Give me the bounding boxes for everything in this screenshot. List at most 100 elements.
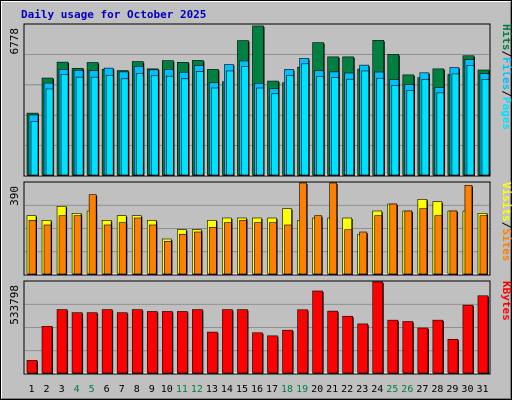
bar-pages-day-27 [421, 79, 430, 176]
bar-pages-day-6 [105, 74, 114, 176]
right-label-part: / [500, 222, 512, 229]
right-label-part: Hits [500, 24, 512, 51]
bar-pages-day-19 [301, 63, 309, 176]
panel-visits-sites: 390 Visits/Sites [8, 181, 512, 276]
bar-kbytes-day-24 [372, 281, 384, 374]
bar-pages-day-9 [150, 75, 159, 176]
right-label-part: Sites [500, 228, 512, 261]
bar-sites-day-24 [374, 215, 383, 275]
x-tick-day-28: 28 [431, 384, 443, 395]
bar-pages-day-26 [406, 90, 415, 176]
x-tick-day-30: 30 [461, 384, 473, 395]
bar-kbytes-day-23 [357, 323, 369, 374]
bar-kbytes-day-15 [237, 309, 248, 374]
bar-sites-day-10 [163, 241, 172, 275]
bar-pages-day-14 [226, 70, 234, 176]
x-tick-day-26: 26 [401, 384, 413, 395]
x-tick-day-24: 24 [371, 384, 383, 395]
bar-kbytes-day-22 [342, 315, 353, 374]
bar-sites-day-26 [404, 210, 413, 275]
x-tick-day-29: 29 [446, 384, 458, 395]
bar-sites-day-23 [359, 231, 368, 275]
bar-sites-day-31 [479, 215, 488, 275]
x-tick-day-6: 6 [104, 384, 110, 395]
x-tick-day-12: 12 [191, 384, 203, 395]
bar-pages-day-16 [256, 87, 264, 176]
y-axis-max-label: 6778 [8, 28, 21, 55]
bar-pages-day-15 [241, 66, 249, 176]
right-series-label: Hits/Files/Pages [500, 24, 512, 130]
bar-sites-day-3 [58, 215, 67, 275]
bar-kbytes-day-8 [131, 309, 143, 374]
bar-pages-day-29 [451, 73, 460, 176]
x-tick-day-13: 13 [206, 384, 218, 395]
bar-pages-day-1 [30, 121, 39, 176]
x-tick-day-17: 17 [266, 384, 278, 395]
bar-sites-day-21 [329, 182, 337, 275]
bar-sites-day-15 [239, 220, 247, 275]
bar-kbytes-day-10 [161, 311, 173, 374]
bar-sites-day-19 [299, 182, 307, 275]
right-label-part: / [500, 90, 512, 97]
bar-pages-day-3 [60, 74, 69, 176]
bar-kbytes-day-28 [432, 319, 444, 374]
x-tick-day-21: 21 [326, 384, 338, 395]
bar-pages-day-24 [376, 77, 385, 176]
bar-kbytes-day-18 [282, 329, 293, 374]
right-series-label: Visits/Sites [500, 182, 512, 262]
x-tick-day-3: 3 [59, 384, 65, 395]
bar-kbytes-day-3 [56, 309, 68, 374]
panel-kbytes: 533798 KBytes [8, 280, 512, 375]
bar-sites-day-13 [209, 227, 217, 275]
bar-pages-day-13 [211, 87, 219, 176]
bar-sites-day-22 [344, 229, 352, 275]
x-tick-day-27: 27 [416, 384, 428, 395]
bar-kbytes-day-4 [71, 312, 83, 374]
bar-sites-day-27 [419, 208, 428, 275]
bar-sites-day-6 [103, 224, 112, 275]
bar-pages-day-21 [331, 77, 339, 176]
panel-hits-files-pages: 6778 Hits/Files/Pages [8, 23, 512, 177]
x-tick-day-7: 7 [119, 384, 125, 395]
x-tick-day-11: 11 [176, 384, 188, 395]
bar-kbytes-day-25 [387, 319, 399, 374]
x-tick-day-25: 25 [386, 384, 398, 395]
bar-kbytes-day-9 [146, 311, 158, 374]
right-label-part: Pages [500, 97, 512, 130]
y-axis-max-label: 533798 [8, 285, 21, 325]
right-series-label: KBytes [500, 281, 512, 321]
bar-kbytes-day-11 [177, 311, 188, 374]
x-tick-day-14: 14 [221, 384, 233, 395]
x-tick-day-16: 16 [251, 384, 263, 395]
bar-pages-day-8 [135, 73, 144, 176]
bar-kbytes-day-12 [192, 309, 203, 374]
bar-sites-day-14 [224, 222, 232, 275]
bar-kbytes-day-16 [252, 332, 263, 374]
bar-kbytes-day-17 [267, 335, 278, 374]
right-label-part: KBytes [500, 281, 512, 321]
bar-pages-day-23 [361, 70, 370, 176]
bar-sites-day-5 [88, 194, 97, 275]
bar-pages-day-22 [346, 78, 354, 176]
bar-kbytes-day-27 [417, 327, 429, 374]
bar-pages-day-4 [75, 76, 84, 176]
bar-sites-day-1 [28, 220, 37, 275]
bar-kbytes-day-31 [477, 295, 489, 374]
bar-sites-day-2 [43, 224, 52, 275]
bar-sites-day-18 [284, 224, 292, 275]
bar-sites-day-25 [389, 203, 398, 275]
bar-kbytes-day-6 [101, 309, 113, 374]
bar-pages-day-12 [196, 71, 204, 176]
x-tick-day-9: 9 [149, 384, 155, 395]
bar-pages-day-20 [316, 76, 324, 176]
bar-pages-day-30 [466, 65, 475, 176]
bar-sites-day-11 [179, 234, 187, 275]
bar-sites-day-4 [73, 215, 82, 275]
bar-kbytes-day-21 [327, 310, 338, 374]
bar-sites-day-12 [194, 231, 202, 275]
bar-sites-day-20 [314, 215, 322, 275]
bar-kbytes-day-20 [312, 290, 323, 374]
x-tick-day-10: 10 [161, 384, 173, 395]
x-tick-day-23: 23 [356, 384, 368, 395]
